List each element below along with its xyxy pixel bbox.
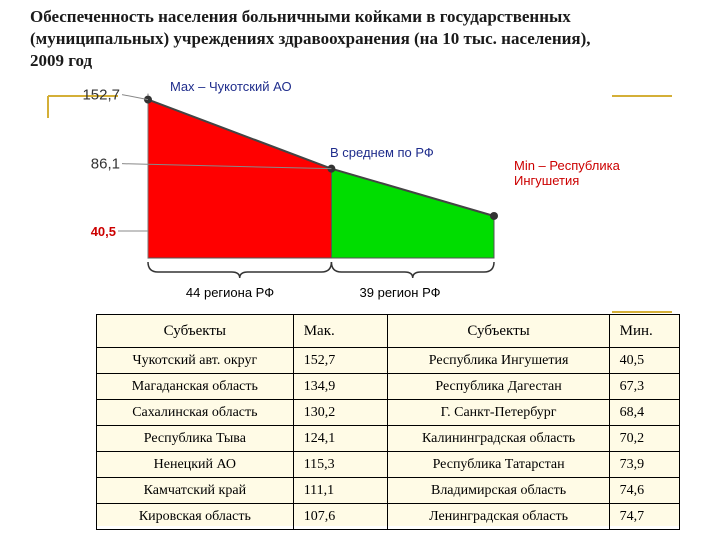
cell-min-subject: Республика Татарстан: [387, 451, 610, 478]
tick-label-min: 40,5: [91, 224, 116, 239]
point-min: [490, 211, 498, 220]
table-row: Сахалинская область 130,2 Г. Санкт-Петербу…: [96, 399, 681, 426]
cell-min-subject: Г. Санкт-Петербург: [387, 399, 610, 426]
tick-label-max: 152,7: [82, 87, 120, 104]
cell-max-subject: Ненецкий АО: [96, 451, 294, 478]
table-row: Кировская область 107,6 Ленинградская обла…: [96, 503, 681, 530]
ref-line-max: [121, 94, 149, 101]
title-line-2: (муниципальных) учреждениях здравоохране…: [30, 29, 591, 48]
header-min-subjects: Субъекты: [387, 314, 610, 348]
cell-max-value: 152,7: [292, 347, 389, 374]
cell-min-subject: Республика Ингушетия: [387, 347, 610, 374]
cell-min-subject: Ленинградская область: [387, 503, 610, 530]
header-min-value: Мин.: [608, 314, 681, 348]
cell-max-subject: Кировская область: [96, 503, 294, 530]
annotation-min-line-2: Ингушетия: [514, 173, 579, 188]
area-below-average: [330, 168, 495, 259]
area-above-average: [147, 98, 332, 259]
cell-max-subject: Камчатский край: [96, 477, 294, 504]
group-label-left: 44 региона РФ: [186, 285, 274, 300]
table-row: Ненецкий АО 115,3 Республика Татарстан 73,9: [96, 451, 681, 478]
page-title: Обеспеченность населения больничными кой…: [30, 6, 690, 72]
header-max-value: Мак.: [292, 314, 389, 348]
table-row: Чукотский авт. округ 152,7 Республика Ингу…: [96, 347, 681, 374]
annotation-average: В среднем по РФ: [330, 145, 434, 160]
cell-min-value: 73,9: [608, 451, 681, 478]
cell-min-subject: Республика Дагестан: [387, 373, 610, 400]
title-line-1: Обеспеченность населения больничными кой…: [30, 7, 571, 26]
title-line-3: 2009 год: [30, 51, 93, 70]
cell-max-value: 107,6: [292, 503, 389, 530]
annotation-min-line-1: Min – Республика: [514, 158, 621, 173]
data-table: Субъекты Мак. Субъекты Мин. Чукотский ав…: [96, 314, 681, 530]
table-row: Республика Тыва 124,1 Калининградская обла…: [96, 425, 681, 452]
cell-min-value: 74,6: [608, 477, 681, 504]
cell-min-subject: Калининградская область: [387, 425, 610, 452]
cell-max-subject: Сахалинская область: [96, 399, 294, 426]
brace-left-group: [147, 261, 333, 279]
cell-min-subject: Владимирская область: [387, 477, 610, 504]
group-label-right: 39 регион РФ: [360, 285, 441, 300]
cell-min-value: 70,2: [608, 425, 681, 452]
cell-max-value: 130,2: [292, 399, 389, 426]
cell-min-value: 40,5: [608, 347, 681, 374]
ref-line-average: [121, 163, 332, 170]
cell-min-value: 67,3: [608, 373, 681, 400]
header-max-subjects: Субъекты: [96, 314, 294, 348]
annotation-max: Max – Чукотский АО: [170, 79, 292, 94]
table-header-row: Субъекты Мак. Субъекты Мин.: [96, 314, 681, 348]
chart-svg: 152,7 86,1 40,5 Max – Чукотский АО В сре…: [47, 79, 672, 313]
table-row: Магаданская область 134,9 Республика Дагес…: [96, 373, 681, 400]
cell-min-value: 74,7: [608, 503, 681, 530]
cell-max-subject: Чукотский авт. округ: [96, 347, 294, 374]
cell-min-value: 68,4: [608, 399, 681, 426]
cell-max-value: 115,3: [292, 451, 389, 478]
cell-max-subject: Республика Тыва: [96, 425, 294, 452]
cell-max-value: 111,1: [292, 477, 389, 504]
tick-label-average: 86,1: [91, 156, 120, 173]
table-row: Камчатский край 111,1 Владимирская область…: [96, 477, 681, 504]
cell-max-subject: Магаданская область: [96, 373, 294, 400]
cell-max-value: 134,9: [292, 373, 389, 400]
cell-max-value: 124,1: [292, 425, 389, 452]
brace-right-group: [330, 261, 495, 279]
